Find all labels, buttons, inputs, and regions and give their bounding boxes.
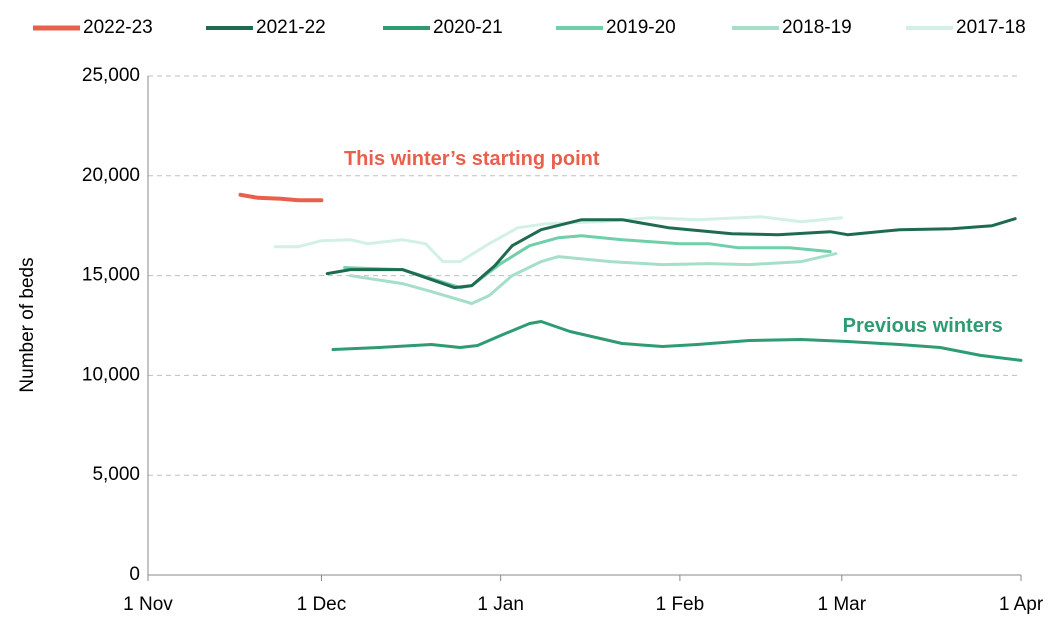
x-tick-label: 1 Nov <box>123 594 173 615</box>
y-tick-label: 5,000 <box>92 464 140 485</box>
y-tick-label: 20,000 <box>82 165 140 186</box>
legend-label: 2022-23 <box>83 17 153 38</box>
y-axis-label: Number of beds <box>17 257 38 392</box>
series-line <box>348 252 838 305</box>
annotation: This winter’s starting point <box>344 148 600 170</box>
x-tick-label: 1 Feb <box>656 594 705 615</box>
y-tick-label: 10,000 <box>82 364 140 385</box>
legend-label: 2021-22 <box>256 17 326 38</box>
legend-label: 2017-18 <box>956 17 1026 38</box>
annotation: Previous winters <box>843 315 1003 337</box>
x-tick-label: 1 Jan <box>477 594 523 615</box>
legend-label: 2019-20 <box>606 17 676 38</box>
legend-label: 2018-19 <box>782 17 852 38</box>
x-tick-label: 1 Mar <box>817 594 866 615</box>
x-tick-label: 1 Dec <box>297 594 347 615</box>
series-line <box>325 217 1017 290</box>
series-line <box>273 215 844 264</box>
y-tick-label: 15,000 <box>82 265 140 286</box>
y-tick-label: 0 <box>129 564 140 585</box>
series-line <box>331 320 1023 362</box>
legend-label: 2020-21 <box>433 17 503 38</box>
y-tick-label: 25,000 <box>82 65 140 86</box>
x-tick-label: 1 Apr <box>999 594 1044 615</box>
series-line <box>238 192 324 203</box>
